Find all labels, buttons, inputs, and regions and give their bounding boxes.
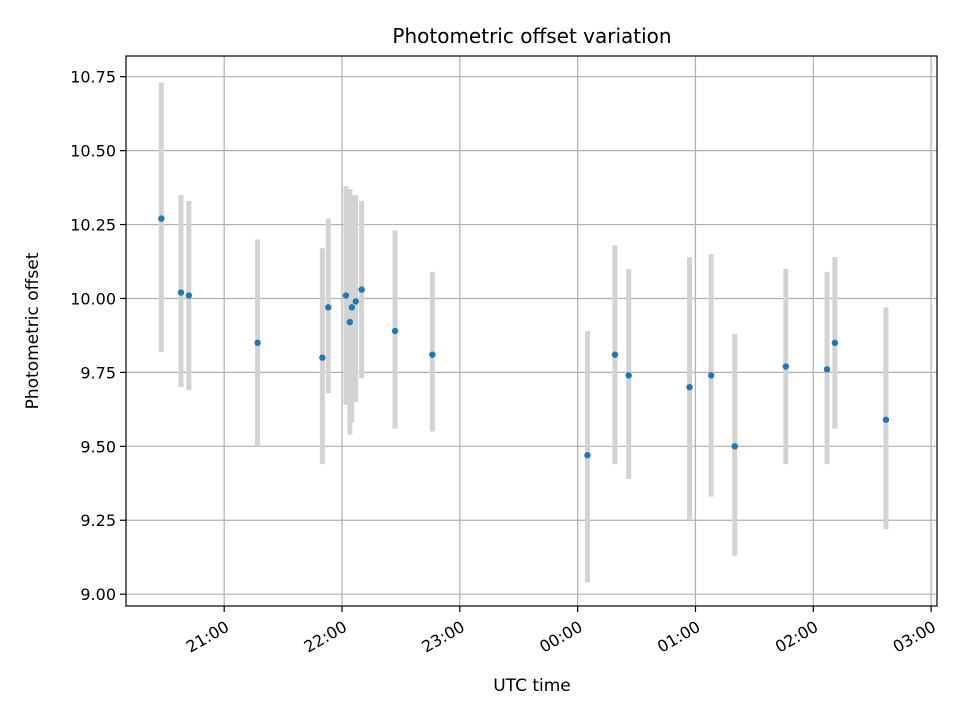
x-axis-label: UTC time [493,676,571,696]
y-tick-label: 10.75 [70,68,116,87]
data-point [346,318,354,326]
y-tick-label: 9.25 [80,511,116,530]
data-point [177,289,185,296]
chart-title: Photometric offset variation [392,24,671,48]
x-tick-label: 03:00 [890,617,939,657]
data-point [686,383,693,391]
grid-lines [126,56,937,606]
data-point [352,298,359,305]
data-point [342,292,350,299]
y-axis-label: Photometric offset [23,252,43,409]
y-tick-label: 10.25 [70,216,116,235]
x-tick-label: 23:00 [418,617,467,657]
x-tick-label: 21:00 [183,617,232,657]
error-bars [158,82,889,583]
data-point [823,366,831,373]
x-tick-label: 22:00 [301,617,350,657]
y-tick-label: 9.75 [80,363,116,382]
data-point [254,339,261,347]
y-tick-label: 10.00 [70,289,116,308]
data-point [158,215,165,222]
y-tick-label: 10.50 [70,142,116,161]
data-point [707,372,715,379]
data-point [348,304,356,311]
data-point [611,351,619,358]
x-axis-ticks: 21:00 22:00 23:00 00:00 01:00 02:00 03:00 [183,606,939,657]
data-point [319,354,326,361]
y-tick-label: 9.00 [80,585,116,604]
plot-frame [125,55,938,607]
data-point [625,372,632,379]
x-tick-label: 01:00 [654,617,703,657]
data-point [429,351,436,358]
x-tick-label: 00:00 [536,617,585,657]
y-tick-label: 9.50 [80,437,116,456]
data-point [882,416,890,423]
data-point [731,443,738,450]
data-point [782,363,789,370]
data-point [358,286,365,293]
data-points [158,215,890,459]
x-tick-label: 02:00 [772,617,821,657]
data-point [391,327,399,335]
data-point [325,304,332,311]
y-axis-ticks: 9.00 9.25 9.50 9.75 10.00 10.25 10.50 10.75 [70,68,126,604]
data-point [584,451,591,459]
data-point [185,292,193,299]
data-point [831,339,839,347]
